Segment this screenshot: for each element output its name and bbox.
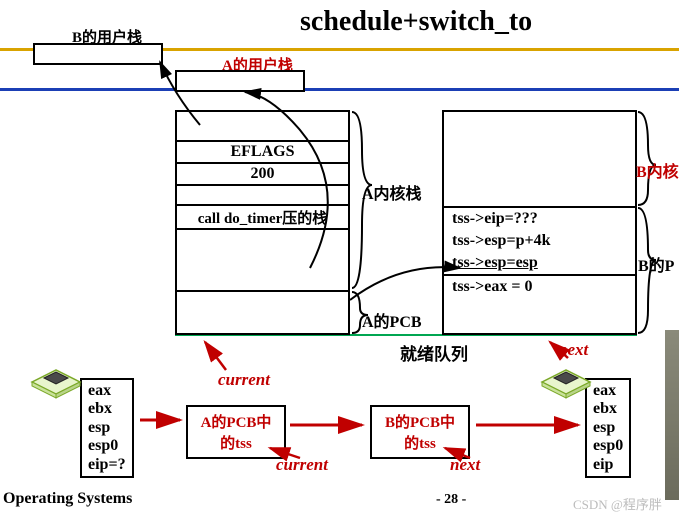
page-title: schedule+switch_to	[300, 6, 532, 38]
cpu-chip-left-icon	[30, 362, 82, 400]
right-edge-strip	[665, 330, 679, 500]
reg-b-2: esp	[593, 419, 623, 437]
a-user-stack-box	[175, 70, 305, 92]
a-kernel-label: A内核栈	[362, 180, 422, 204]
b-pcb-line-2: tss->esp=esp	[444, 252, 635, 274]
tss-a-l2: 的tss	[220, 436, 252, 452]
reg-a-2: esp	[88, 419, 126, 437]
reg-b-4: eip	[593, 456, 623, 474]
tss-b-l1: B的PCB中	[385, 415, 455, 431]
watermark: CSDN @程序胖	[573, 494, 662, 513]
rule-blue	[0, 88, 679, 91]
cpu-chip-right-icon	[540, 362, 592, 400]
tss-a-l1: A的PCB中	[201, 415, 272, 431]
page-number: - 28 -	[436, 492, 466, 508]
a-stack-row-2: 200	[177, 164, 348, 186]
next-label-1: next	[558, 340, 588, 360]
tss-b-box: B的PCB中 的tss	[370, 405, 470, 459]
reg-a-3: esp0	[88, 437, 126, 455]
a-stack-row-5	[177, 230, 348, 292]
tss-a-box: A的PCB中 的tss	[186, 405, 286, 459]
a-stack-row-1: EFLAGS	[177, 142, 348, 164]
b-stack-empty	[444, 112, 635, 208]
a-pcb-label: A的PCB	[362, 308, 422, 332]
b-pcb-line-3: tss->eax = 0	[444, 274, 635, 298]
b-pcb-line-0: tss->eip=???	[444, 208, 635, 230]
a-stack-row-0	[177, 112, 348, 142]
reg-b-0: eax	[593, 382, 623, 400]
footer-text: Operating Systems	[3, 490, 132, 508]
reg-a-4: eip=?	[88, 456, 126, 474]
b-pcb-line-1: tss->esp=p+4k	[444, 230, 635, 252]
a-stack-row-3	[177, 186, 348, 206]
current-label-1: current	[218, 370, 270, 390]
b-user-stack-box	[33, 43, 163, 65]
b-stack-column: tss->eip=??? tss->esp=p+4k tss->esp=esp …	[442, 110, 637, 335]
reg-b-3: esp0	[593, 437, 623, 455]
b-pcb-label: B的P	[638, 252, 674, 276]
a-stack-column: EFLAGS 200 call do_timer压的栈	[175, 110, 350, 335]
ready-queue-label: 就绪队列	[400, 340, 468, 365]
b-kernel-label: B内核	[636, 158, 679, 182]
reg-a-0: eax	[88, 382, 126, 400]
reg-list-a: eax ebx esp esp0 eip=?	[80, 378, 134, 478]
a-stack-row-4: call do_timer压的栈	[177, 206, 348, 230]
reg-a-1: ebx	[88, 400, 126, 418]
tss-b-l2: 的tss	[404, 436, 436, 452]
reg-b-1: ebx	[593, 400, 623, 418]
a-stack-row-6	[177, 292, 348, 336]
